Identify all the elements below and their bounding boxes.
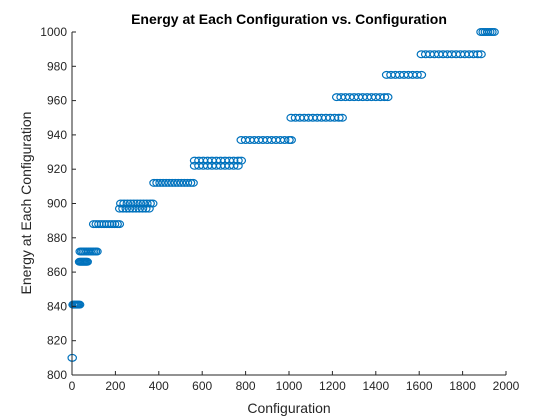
x-tick-label: 1200	[319, 379, 346, 393]
x-tick-label: 1400	[362, 379, 389, 393]
data-point	[286, 136, 296, 145]
data-point	[92, 247, 102, 256]
x-axis-label: Configuration	[247, 400, 330, 416]
data-point	[185, 178, 196, 187]
data-point	[121, 204, 132, 213]
data-point	[140, 204, 151, 213]
data-point	[164, 178, 175, 187]
axes: 0 200 400 600 800 1000 1200 1400 1600 1800 2000 800…	[40, 25, 519, 393]
x-tick-label: 2000	[493, 379, 520, 393]
x-tick-label: 200	[105, 379, 125, 393]
data-point	[138, 199, 149, 208]
data-point	[329, 113, 340, 122]
data-point	[107, 220, 117, 229]
y-tick-label: 820	[47, 334, 67, 348]
y-tick-label: 880	[47, 231, 67, 245]
data-point	[236, 156, 247, 165]
data-point	[122, 199, 133, 208]
data-point	[118, 204, 128, 213]
data-point	[142, 199, 152, 208]
data-point	[228, 161, 239, 170]
data-point	[173, 178, 184, 187]
data-point	[476, 50, 486, 59]
y-tick-label: 840	[47, 299, 67, 313]
y-tick-label: 900	[47, 197, 67, 211]
data-point	[382, 93, 393, 102]
x-tick-label: 0	[69, 379, 76, 393]
data-point	[158, 178, 168, 187]
data-point	[131, 204, 141, 213]
data-point	[119, 199, 129, 208]
data-point	[167, 178, 178, 187]
y-tick-label: 860	[47, 265, 67, 279]
x-tick-label: 1600	[406, 379, 433, 393]
chart-title: Energy at Each Configuration vs. Configu…	[131, 11, 447, 27]
data-point	[334, 113, 344, 122]
data-point	[489, 28, 499, 37]
data-points	[67, 28, 499, 362]
plot-frame	[72, 32, 506, 375]
data-point	[137, 204, 148, 213]
data-point	[152, 178, 162, 187]
y-tick-label: 940	[47, 128, 67, 142]
data-point	[135, 199, 146, 208]
y-tick-label: 980	[47, 59, 67, 73]
data-point	[127, 204, 138, 213]
y-tick-label: 1000	[40, 25, 67, 39]
x-tick-label: 600	[192, 379, 212, 393]
data-point	[337, 113, 347, 122]
data-point	[155, 178, 165, 187]
x-tick-label: 800	[236, 379, 256, 393]
x-tick-label: 1800	[449, 379, 476, 393]
data-point	[472, 50, 483, 59]
data-point	[132, 199, 142, 208]
data-point	[379, 93, 390, 102]
data-point	[149, 178, 159, 187]
y-tick-label: 800	[47, 368, 67, 382]
data-point	[228, 156, 239, 165]
data-point	[468, 50, 479, 59]
data-point	[129, 199, 139, 208]
y-tick-label: 920	[47, 162, 67, 176]
data-point	[124, 204, 135, 213]
data-point	[125, 199, 136, 208]
data-point	[109, 220, 120, 229]
data-point	[170, 178, 181, 187]
y-axis-label: Energy at Each Configuration	[18, 112, 34, 295]
data-point	[145, 199, 155, 208]
data-point	[134, 204, 145, 213]
data-point	[114, 204, 125, 213]
data-point	[116, 199, 126, 208]
data-point	[182, 178, 193, 187]
data-point	[412, 70, 422, 79]
data-point	[279, 136, 290, 145]
y-tick-label: 960	[47, 94, 67, 108]
data-point	[161, 178, 171, 187]
data-point	[416, 70, 427, 79]
x-tick-label: 400	[149, 379, 169, 393]
x-tick-label: 1000	[276, 379, 303, 393]
data-point	[375, 93, 385, 102]
plot-area	[72, 32, 506, 375]
data-point	[82, 257, 92, 266]
data-point	[176, 178, 187, 187]
data-point	[233, 156, 243, 165]
data-point	[188, 178, 198, 187]
data-point	[74, 300, 85, 309]
data-point	[114, 220, 125, 229]
data-point	[147, 199, 158, 208]
